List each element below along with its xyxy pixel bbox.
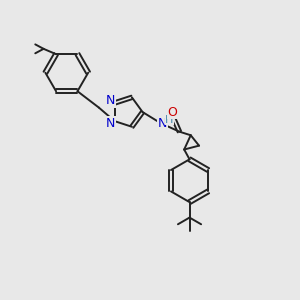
Text: H: H <box>165 115 173 125</box>
Text: N: N <box>158 117 167 130</box>
Text: O: O <box>167 106 177 118</box>
Text: N: N <box>106 94 115 107</box>
Text: N: N <box>106 117 115 130</box>
